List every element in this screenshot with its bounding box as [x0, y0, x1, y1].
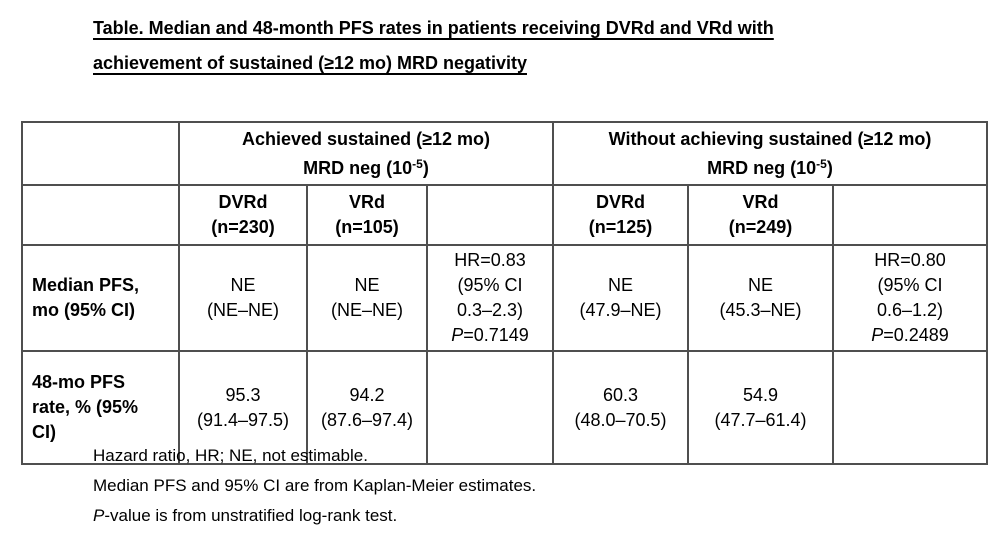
hr-p-line: P=0.7149 — [432, 323, 548, 348]
pfs-rate-dvrd-achieved: 95.3 (91.4–97.5) — [178, 350, 308, 465]
pfs-table: Achieved sustained (≥12 mo) MRD neg (10-… — [21, 121, 988, 465]
group-header-achieved: Achieved sustained (≥12 mo) MRD neg (10-… — [178, 121, 554, 186]
median-pfs-vrd-without: NE (45.3–NE) — [687, 244, 834, 352]
group-achieved-line2: MRD neg (10-5) — [184, 152, 548, 181]
empty-cell-hr-without-header — [832, 184, 988, 246]
hr-value: HR=0.83 — [454, 250, 526, 270]
arm-n: (n=125) — [588, 217, 653, 237]
group-without-line2: MRD neg (10-5) — [558, 152, 982, 181]
hr-ci-line2: 0.6–1.2) — [876, 300, 944, 320]
median-pfs-vrd-achieved: NE (NE–NE) — [306, 244, 428, 352]
p-value: =0.2489 — [883, 325, 949, 345]
hr-ci-line2: 0.3–2.3) — [456, 300, 524, 320]
empty-cell-hr-achieved-header — [426, 184, 554, 246]
arm-n: (n=230) — [211, 217, 275, 237]
p-label: P — [871, 325, 884, 345]
hr-ci-line1: (95% CI — [457, 275, 523, 295]
p-label: P — [451, 325, 464, 345]
hr-cell-without: HR=0.80 (95% CI 0.6–1.2) P=0.2489 — [832, 244, 988, 352]
arm-header-dvrd-without: DVRd (n=125) — [552, 184, 689, 246]
footnote-kaplan-meier: Median PFS and 95% CI are from Kaplan-Me… — [93, 476, 537, 495]
pfs-rate-row: 48-mo PFS rate, % (95% CI) 95.3 (91.4–97… — [21, 350, 988, 465]
arm-name: DVRd — [596, 192, 645, 212]
median-pfs-row: Median PFS, mo (95% CI) NE (NE–NE) NE (N… — [21, 244, 988, 352]
row-label-median-pfs: Median PFS, mo (95% CI) — [21, 244, 180, 352]
arm-name: VRd — [742, 192, 779, 212]
hr-value: HR=0.80 — [874, 250, 946, 270]
arm-header-vrd-achieved: VRd (n=105) — [306, 184, 428, 246]
title-line-1: Table. Median and 48-month PFS rates in … — [93, 18, 774, 38]
hr-ci-line1: (95% CI — [877, 275, 943, 295]
p-value: =0.7149 — [463, 325, 529, 345]
footnote-abbreviations: Hazard ratio, HR; NE, not estimable. — [93, 446, 368, 465]
group-achieved-line1: Achieved sustained (≥12 mo) — [242, 128, 490, 149]
group-header-row: Achieved sustained (≥12 mo) MRD neg (10-… — [21, 121, 988, 186]
mrd-neg-pre: MRD neg (10 — [303, 157, 413, 178]
footnote-pvalue: P-value is from unstratified log-rank te… — [93, 501, 536, 531]
mrd-neg-post: ) — [826, 157, 833, 178]
hr-cell-achieved: HR=0.83 (95% CI 0.3–2.3) P=0.7149 — [426, 244, 554, 352]
group-header-without: Without achieving sustained (≥12 mo) MRD… — [552, 121, 988, 186]
title-line-2: achievement of sustained (≥12 mo) MRD ne… — [93, 53, 527, 73]
mrd-neg-superscript: -5 — [816, 156, 827, 171]
title-row-2: achievement of sustained (≥12 mo) MRD ne… — [93, 46, 774, 81]
empty-cell-rate-without — [832, 350, 988, 465]
pfs-rate-vrd-achieved: 94.2 (87.6–97.4) — [306, 350, 428, 465]
arm-n: (n=105) — [335, 217, 399, 237]
arm-name: VRd — [349, 192, 385, 212]
row-label-48mo-pfs-rate: 48-mo PFS rate, % (95% CI) — [21, 350, 180, 465]
footnotes: Hazard ratio, HR; NE, not estimable. Med… — [93, 441, 536, 531]
corner-cell-top — [21, 121, 180, 186]
pfs-rate-vrd-without: 54.9 (47.7–61.4) — [687, 350, 834, 465]
mrd-neg-pre: MRD neg (10 — [707, 157, 817, 178]
arm-header-vrd-without: VRd (n=249) — [687, 184, 834, 246]
group-without-line1: Without achieving sustained (≥12 mo) — [608, 128, 932, 149]
pfs-rate-dvrd-without: 60.3 (48.0–70.5) — [552, 350, 689, 465]
arm-name: DVRd — [218, 192, 268, 212]
footnote-pvalue-rest: -value is from unstratified log-rank tes… — [104, 506, 398, 525]
median-pfs-dvrd-achieved: NE (NE–NE) — [178, 244, 308, 352]
arm-n: (n=249) — [728, 217, 793, 237]
empty-cell-rate-achieved — [426, 350, 554, 465]
median-pfs-dvrd-without: NE (47.9–NE) — [552, 244, 689, 352]
arm-header-row: DVRd (n=230) VRd (n=105) DVRd (n=125) VR… — [21, 184, 988, 246]
mrd-neg-superscript: -5 — [412, 156, 423, 171]
arm-header-dvrd-achieved: DVRd (n=230) — [178, 184, 308, 246]
corner-cell-mid — [21, 184, 180, 246]
title-row-1: Table. Median and 48-month PFS rates in … — [93, 11, 774, 46]
mrd-neg-post: ) — [422, 157, 429, 178]
hr-p-line: P=0.2489 — [838, 323, 982, 348]
table-title: Table. Median and 48-month PFS rates in … — [93, 11, 774, 81]
p-label: P — [93, 506, 105, 525]
